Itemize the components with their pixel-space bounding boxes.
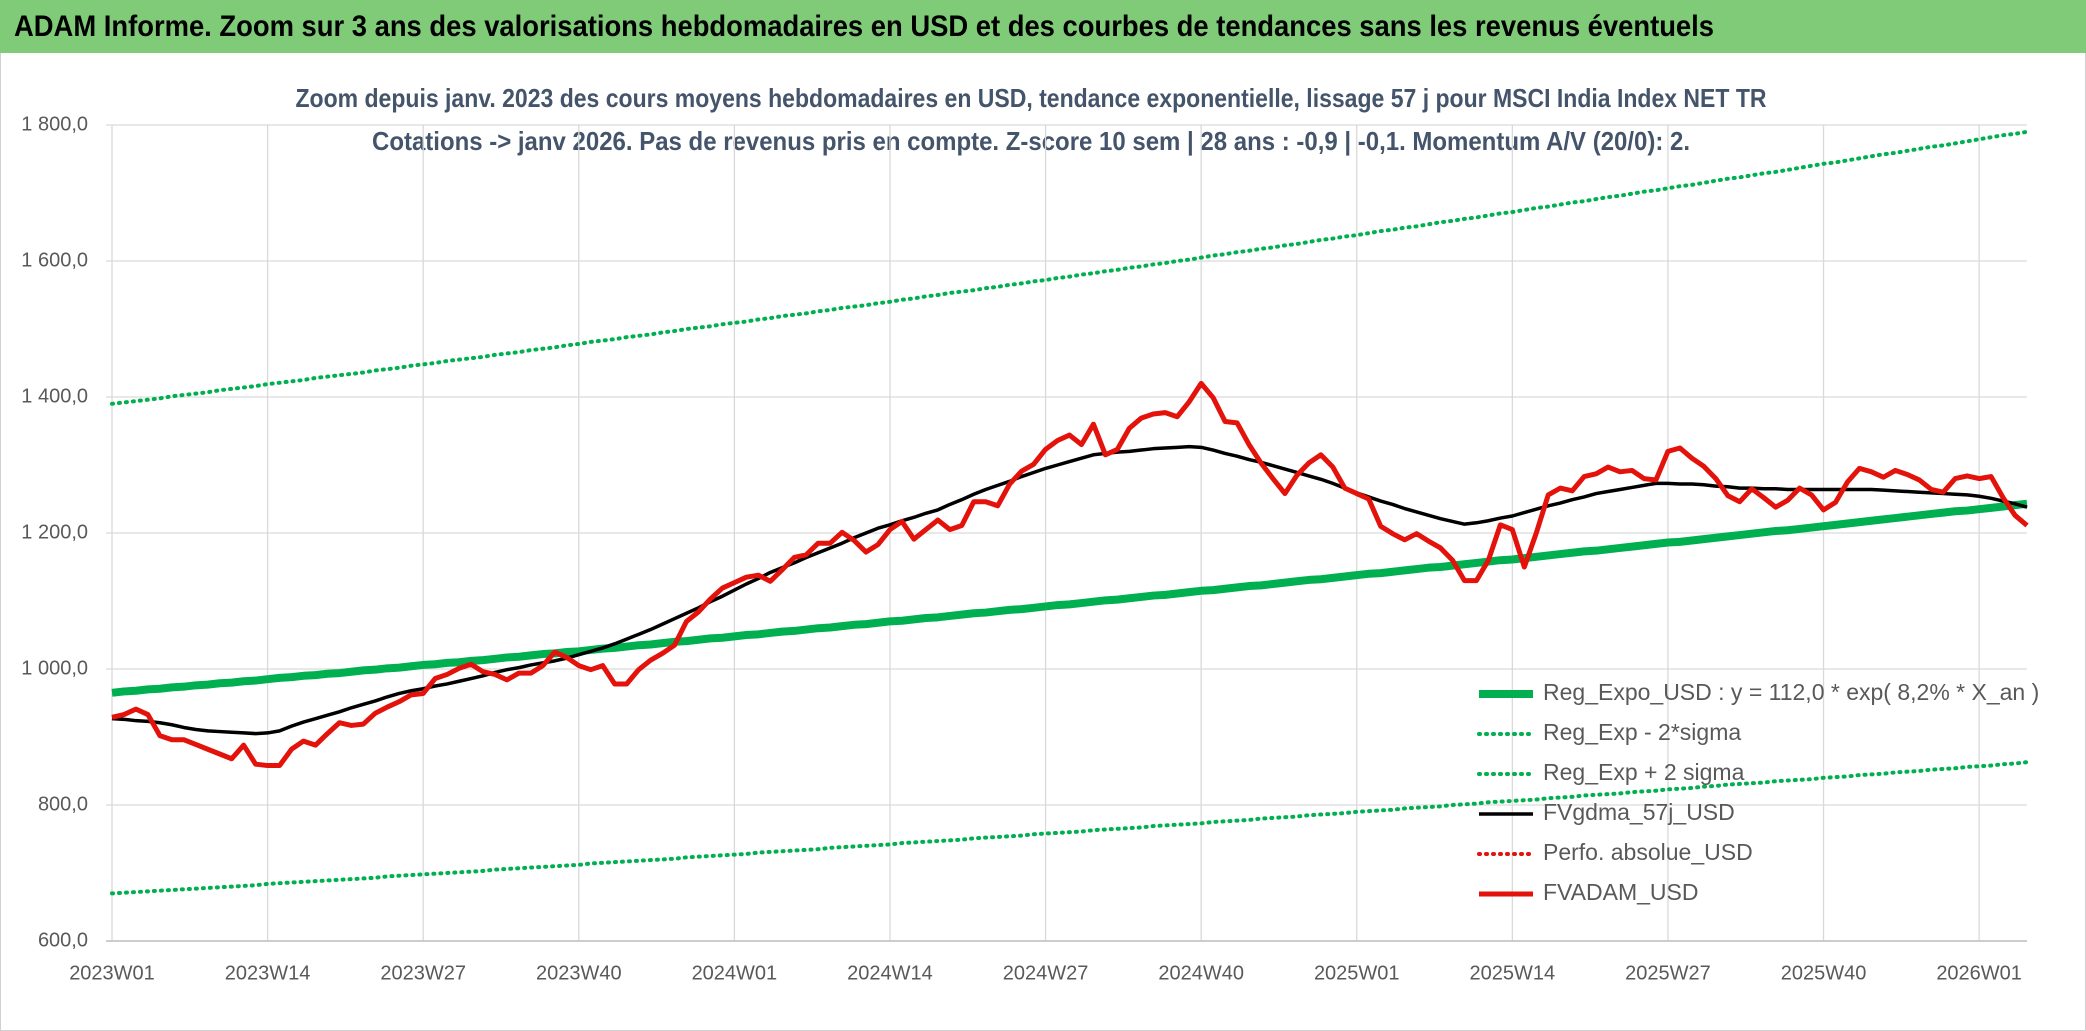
x-tick-label: 2025W14 bbox=[1470, 962, 1556, 984]
x-tick-label: 2025W01 bbox=[1314, 962, 1400, 984]
chart-title: ADAM Informe. Zoom sur 3 ans des valoris… bbox=[14, 10, 1714, 43]
legend-label: Perfo. absolue_USD bbox=[1543, 839, 1753, 865]
y-tick-label: 1 600,0 bbox=[21, 249, 88, 271]
x-tick-label: 2023W01 bbox=[69, 962, 155, 984]
x-tick-label: 2025W40 bbox=[1781, 962, 1867, 984]
legend-label: FVgdma_57j_USD bbox=[1543, 799, 1735, 825]
series-line bbox=[110, 760, 2029, 896]
legend-label: Reg_Exp - 2*sigma bbox=[1543, 719, 1741, 745]
y-tick-label: 1 000,0 bbox=[21, 657, 88, 679]
legend-label: Reg_Exp + 2 sigma bbox=[1543, 759, 1745, 785]
x-tick-label: 2025W27 bbox=[1625, 962, 1711, 984]
y-tick-label: 1 200,0 bbox=[21, 521, 88, 543]
y-tick-label: 800,0 bbox=[38, 793, 88, 815]
x-tick-label: 2024W14 bbox=[847, 962, 933, 984]
x-tick-label: 2026W01 bbox=[1936, 962, 2022, 984]
series-line bbox=[111, 380, 2029, 769]
chart-subtitle: Cotations -> janv 2026. Pas de revenus p… bbox=[372, 126, 1690, 156]
x-tick-label: 2023W14 bbox=[225, 962, 311, 984]
legend-label: Reg_Expo_USD : y = 112,0 * exp( 8,2% * X… bbox=[1543, 679, 2039, 705]
title-bar bbox=[0, 0, 2086, 53]
y-tick-label: 600,0 bbox=[38, 929, 88, 951]
chart-subtitle: Zoom depuis janv. 2023 des cours moyens … bbox=[296, 83, 1767, 113]
series-line bbox=[110, 129, 2029, 406]
x-tick-label: 2024W01 bbox=[692, 962, 778, 984]
y-tick-label: 1 800,0 bbox=[21, 113, 88, 135]
y-tick-label: 1 400,0 bbox=[21, 385, 88, 407]
x-tick-label: 2024W40 bbox=[1158, 962, 1244, 984]
series-line bbox=[111, 499, 2028, 697]
x-tick-label: 2024W27 bbox=[1003, 962, 1089, 984]
x-tick-label: 2023W27 bbox=[380, 962, 466, 984]
legend-label: FVADAM_USD bbox=[1543, 879, 1699, 905]
x-tick-label: 2023W40 bbox=[536, 962, 622, 984]
